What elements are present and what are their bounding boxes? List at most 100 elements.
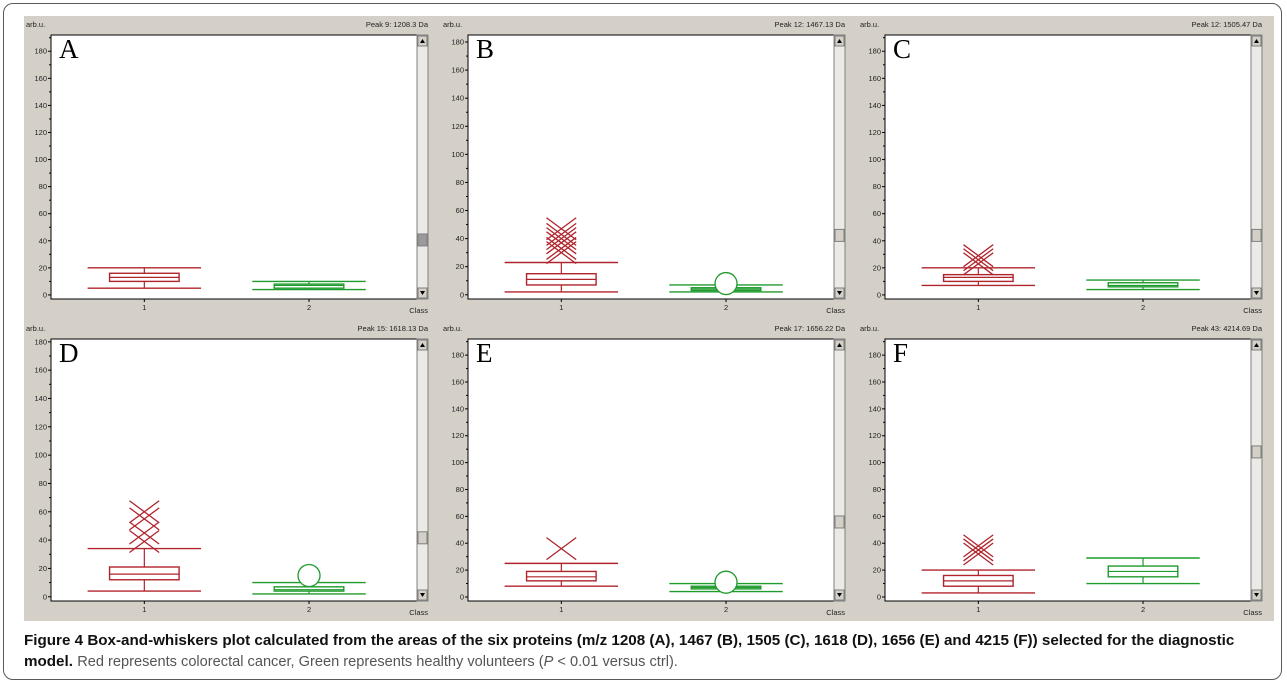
figure-label: Figure 4: [24, 632, 84, 649]
panel-letter: E: [476, 338, 493, 368]
description-post: < 0.01 versus ctrl).: [553, 654, 678, 670]
y-tick-label: 140: [34, 394, 47, 403]
panel-letter: C: [893, 34, 911, 64]
peak-label: Peak 17: 1656.22 Da: [775, 324, 846, 333]
outlier-extreme: [963, 248, 994, 272]
y-tick-label: 60: [456, 512, 464, 521]
y-tick-label: 20: [39, 263, 47, 272]
panel-letter: A: [59, 34, 79, 64]
box-class-1: [921, 534, 1036, 594]
box-class-1: [87, 267, 202, 289]
scroll-down-arrow-icon: [837, 593, 842, 597]
y-tick-label: 160: [868, 377, 881, 386]
box-class-1: [921, 244, 1036, 287]
panel-a: arb.u. Peak 9: 1208.3 Da 0 20 40 60 80 100 120 14…: [24, 16, 440, 319]
outlier-circle: [297, 563, 321, 588]
y-tick-label: 0: [43, 592, 47, 601]
y-tick-label: 140: [451, 404, 464, 413]
y-tick-label: 100: [451, 150, 464, 159]
box-class-1: [504, 537, 619, 587]
y-tick-label: 140: [451, 94, 464, 103]
y-tick-label: 40: [873, 236, 881, 245]
y-tick-label: 160: [34, 74, 47, 83]
chart-svg: arb.u. Peak 9: 1208.3 Da 0 20 40 60 80 100 120 14…: [26, 20, 429, 315]
panel-f: arb.u. Peak 43: 4214.69 Da 0 20 40 60 80 100 120…: [858, 320, 1274, 621]
y-axis-label: arb.u.: [860, 324, 879, 333]
y-tick-label: 100: [451, 458, 464, 467]
x-tick-label: 1: [559, 605, 563, 614]
scroll-down-arrow-icon: [1254, 291, 1259, 295]
peak-label: Peak 15: 1618.13 Da: [358, 324, 429, 333]
scroll-up-arrow-icon: [1254, 39, 1259, 43]
plot-area: [467, 338, 835, 602]
y-tick-label: 180: [868, 351, 881, 360]
scroll-thumb: [1251, 228, 1262, 242]
y-tick-label: 140: [868, 404, 881, 413]
x-tick-label: 1: [976, 605, 980, 614]
figure-caption: Figure 4 Box-and-whiskers plot calculate…: [24, 630, 1274, 673]
y-tick-label: 40: [456, 234, 464, 243]
x-tick-label: 2: [724, 303, 728, 312]
box-class-1: [87, 500, 202, 592]
x-tick-label: 1: [142, 303, 146, 312]
box-class-2: [1086, 557, 1200, 585]
figure-description: Red represents colorectal cancer, Green …: [77, 654, 678, 670]
peak-label: Peak 12: 1467.13 Da: [775, 20, 846, 29]
box-class-2: [252, 280, 366, 291]
y-tick-label: 0: [877, 592, 881, 601]
outlier-extreme: [129, 507, 160, 531]
scroll-thumb: [417, 233, 428, 247]
panel-e: arb.u. Peak 17: 1656.22 Da 0 20 40 60 80 100 120…: [441, 320, 857, 621]
x-axis-label: Class: [826, 608, 845, 617]
peak-label: Peak 9: 1208.3 Da: [366, 20, 429, 29]
chart-svg: arb.u. Peak 17: 1656.22 Da 0 20 40 60 80 100 120…: [443, 324, 846, 617]
y-axis-label: arb.u.: [443, 324, 462, 333]
y-tick-label: 0: [460, 592, 464, 601]
x-axis-label: Class: [409, 306, 428, 315]
chart-svg: arb.u. Peak 15: 1618.13 Da 0 20 40 60 80 100 120…: [26, 324, 429, 617]
x-axis-label: Class: [826, 306, 845, 315]
chart-svg: arb.u. Peak 12: 1467.13 Da 0 20 40 60 80 100 120…: [443, 20, 846, 315]
outlier-extreme: [546, 217, 577, 241]
scrollbar-track: [1250, 34, 1263, 300]
iqr-box: [942, 273, 1014, 283]
y-tick-label: 20: [873, 566, 881, 575]
box-class-2: [669, 570, 783, 594]
scroll-thumb: [417, 531, 428, 545]
y-axis-label: arb.u.: [443, 20, 462, 29]
iqr-box: [525, 570, 597, 582]
description-pre: Red represents colorectal cancer, Green …: [77, 654, 544, 670]
figure-title: Box-and-whiskers plot calculated from th…: [24, 632, 1235, 670]
outlier-extreme: [546, 227, 577, 251]
y-tick-label: 60: [39, 507, 47, 516]
iqr-box: [108, 566, 180, 581]
y-tick-label: 0: [877, 290, 881, 299]
outlier-extreme: [546, 222, 577, 246]
panel-b: arb.u. Peak 12: 1467.13 Da 0 20 40 60 80 100 120…: [441, 16, 857, 319]
y-tick-label: 100: [868, 458, 881, 467]
y-tick-label: 120: [451, 122, 464, 131]
y-tick-label: 80: [39, 182, 47, 191]
scroll-thumb: [1251, 445, 1262, 459]
y-tick-label: 120: [868, 431, 881, 440]
y-tick-label: 100: [34, 155, 47, 164]
box-class-2: [669, 271, 783, 296]
panel-c: arb.u. Peak 12: 1505.47 Da 0 20 40 60 80 100 120…: [858, 16, 1274, 319]
plot-area: [884, 34, 1252, 300]
y-tick-label: 160: [34, 366, 47, 375]
y-tick-label: 100: [34, 451, 47, 460]
y-tick-label: 80: [873, 485, 881, 494]
y-tick-label: 120: [451, 431, 464, 440]
y-tick-label: 120: [34, 422, 47, 431]
y-tick-label: 20: [873, 263, 881, 272]
y-tick-label: 180: [34, 337, 47, 346]
y-tick-label: 120: [34, 128, 47, 137]
y-tick-label: 20: [456, 262, 464, 271]
y-tick-label: 20: [456, 566, 464, 575]
y-tick-label: 140: [34, 101, 47, 110]
y-tick-label: 180: [868, 47, 881, 56]
scroll-up-arrow-icon: [1254, 343, 1259, 347]
y-tick-label: 80: [39, 479, 47, 488]
y-tick-label: 40: [873, 539, 881, 548]
y-tick-label: 120: [868, 128, 881, 137]
